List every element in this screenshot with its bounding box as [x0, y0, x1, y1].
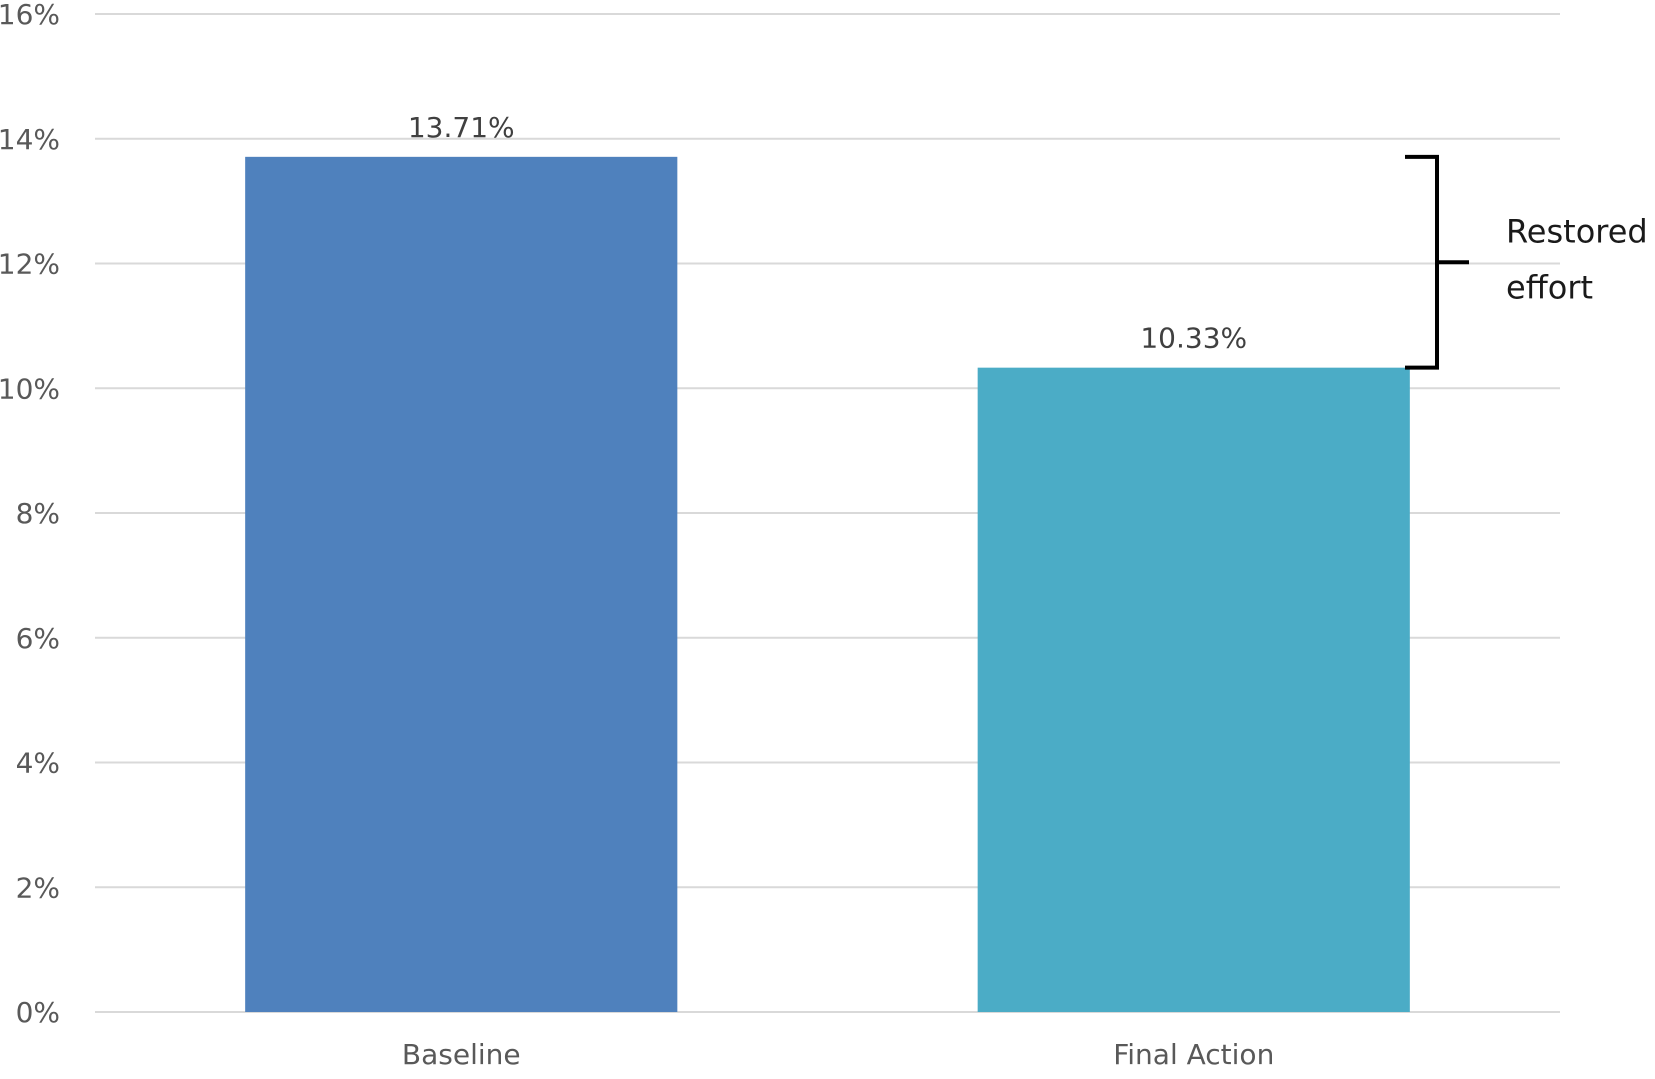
y-tick-label: 12% [0, 248, 60, 281]
y-tick-label: 4% [16, 747, 60, 780]
y-tick-label: 2% [16, 871, 60, 904]
y-tick-label: 10% [0, 372, 60, 405]
annotation: Restored effort [1405, 154, 1648, 370]
bar-baseline [245, 156, 678, 1012]
data-label: 13.71% [408, 111, 515, 144]
data-label: 10.33% [1140, 322, 1247, 355]
x-category-label: Final Action [1113, 1038, 1274, 1071]
y-tick-label: 14% [0, 123, 60, 156]
x-category-label: Baseline [402, 1038, 521, 1071]
y-tick-label: 16% [0, 0, 60, 31]
y-tick-label: 8% [16, 497, 60, 530]
restored-effort-bracket [1405, 154, 1439, 370]
annotation-label: Restored [1506, 212, 1648, 250]
bar-final-action [977, 367, 1410, 1012]
annotation-label: effort [1506, 268, 1593, 306]
y-tick-label: 6% [16, 622, 60, 655]
y-tick-label: 0% [16, 996, 60, 1029]
bars [245, 156, 1410, 1012]
labels: 0% 2% 4% 6% 8% 10% 12% 14% 16% 13.71% Baseline 10.3… [0, 0, 1274, 1071]
